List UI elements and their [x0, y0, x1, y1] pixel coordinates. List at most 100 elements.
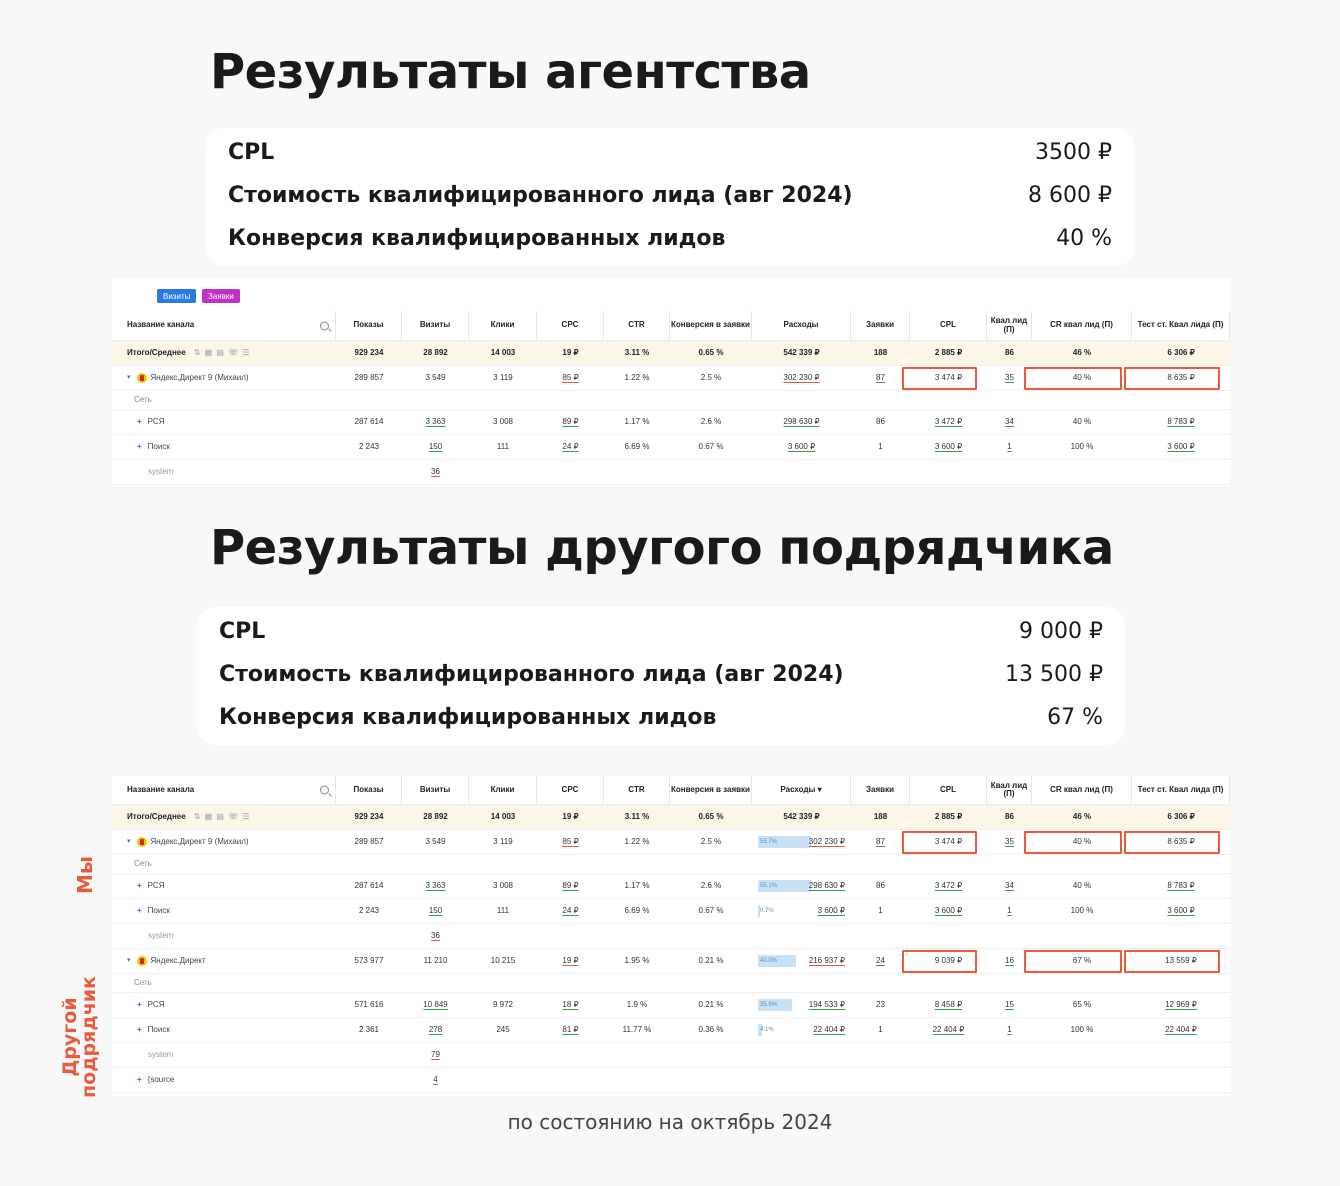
cell-leads — [851, 391, 910, 409]
column-header-impressions[interactable]: Показы — [336, 776, 402, 804]
column-header-cr-qualified[interactable]: CR квал лид (П) — [1032, 311, 1132, 340]
cell-leads — [851, 974, 910, 992]
expand-plus-icon[interactable]: + — [137, 905, 142, 915]
cell-leads: 24 — [851, 949, 910, 973]
column-header-expenses[interactable]: Расходы ▾ — [752, 776, 851, 804]
expand-plus-icon[interactable]: + — [137, 441, 142, 451]
cell-value: 3 600 ₽ — [934, 441, 963, 451]
cell-leads — [851, 1068, 910, 1092]
column-header-qualified-leads[interactable]: Квал лид (П) — [987, 311, 1032, 340]
column-header-clicks[interactable]: Клики — [469, 776, 537, 804]
cell-cpc: 19 ₽ — [537, 805, 604, 829]
metric-value: 40 % — [1056, 226, 1112, 251]
cell-value: 289 857 — [354, 372, 384, 382]
expand-plus-icon[interactable]: + — [137, 880, 142, 890]
column-header-label: CPC — [561, 784, 579, 794]
cell-clicks: 3 119 — [469, 830, 537, 854]
cell-channel-name: + {source — [112, 1068, 336, 1092]
metric-label: Стоимость квалифицированного лида (авг 2… — [228, 183, 853, 208]
table-row[interactable]: ▾ Яндекс.Директ 573 977 11 210 10 215 19 ₽ 1.9… — [112, 949, 1230, 974]
table-row[interactable]: + {source 4 — [112, 1068, 1230, 1093]
chevron-down-icon[interactable]: ▾ — [127, 957, 131, 965]
expand-plus-icon[interactable]: + — [137, 1074, 142, 1084]
column-header-channel-name[interactable]: Название канала — [112, 311, 336, 340]
table-row[interactable]: system 36 — [112, 924, 1230, 949]
cell-value: 22 404 ₽ — [1165, 1024, 1197, 1034]
expand-plus-icon[interactable]: + — [137, 999, 142, 1009]
column-header-conversion[interactable]: Конверсия в заявки — [670, 311, 752, 340]
cell-ctr — [604, 1068, 670, 1092]
table-row[interactable]: + Поиск 2 243 150 111 24 ₽ 6.69 % 0.67 % 3 600 ₽… — [112, 435, 1230, 460]
cell-value: 11.77 % — [622, 1024, 652, 1034]
column-header-qualified-leads[interactable]: Квал лид (П) — [987, 776, 1032, 804]
expand-plus-icon[interactable]: + — [137, 1024, 142, 1034]
table-row[interactable]: ▾ Яндекс.Директ 9 (Михаил) 289 857 3 549 3 1… — [112, 366, 1230, 391]
cell-impressions — [336, 1043, 402, 1067]
column-header-leads[interactable]: Заявки — [851, 311, 910, 340]
column-header-expenses[interactable]: Расходы — [752, 311, 851, 340]
column-header-cr-qualified[interactable]: CR квал лид (П) — [1032, 776, 1132, 804]
cell-clicks: 10 215 — [469, 949, 537, 973]
cell-qualified-lead-cost — [1132, 855, 1230, 873]
cell-leads: 86 — [851, 410, 910, 434]
column-header-visits[interactable]: Визиты — [402, 776, 469, 804]
row-tools-icons[interactable]: ⇅ ▦ ▤ ☏ ☰ — [193, 811, 251, 821]
chevron-down-icon[interactable]: ▾ — [127, 374, 131, 382]
column-header-clicks[interactable]: Клики — [469, 311, 537, 340]
table-row[interactable]: + РСЯ 571 616 10 849 9 972 18 ₽ 1.9 % 0.21 % 35.… — [112, 993, 1230, 1018]
column-header-label: Визиты — [419, 784, 451, 794]
leads-tag-button[interactable]: Заявки — [202, 289, 240, 303]
expand-plus-icon[interactable]: + — [137, 416, 142, 426]
cell-value: 929 234 — [354, 811, 384, 821]
table-row[interactable]: ▾ Яндекс.Директ 9 (Михаил) 289 857 3 549 3 1… — [112, 830, 1230, 855]
table-row[interactable]: system 79 — [112, 1043, 1230, 1068]
cell-value: 22 404 ₽ — [813, 1024, 845, 1034]
column-header-channel-name[interactable]: Название канала — [112, 776, 336, 804]
column-header-qualified-lead-cost[interactable]: Тест ст. Квал лида (П) — [1132, 311, 1230, 340]
column-header-ctr[interactable]: CTR — [604, 311, 670, 340]
total-row[interactable]: Итого/Среднее ⇅ ▦ ▤ ☏ ☰ 929 234 28 892 14 00… — [112, 805, 1230, 830]
cell-visits: 150 — [402, 899, 469, 923]
visits-tag-button[interactable]: Визиты — [157, 289, 197, 303]
search-icon[interactable] — [320, 321, 329, 330]
cell-value: 89 ₽ — [562, 416, 579, 426]
cell-value: 1.17 % — [624, 880, 650, 890]
column-header-qualified-lead-cost[interactable]: Тест ст. Квал лида (П) — [1132, 776, 1230, 804]
column-header-cpl[interactable]: CPL — [910, 311, 987, 340]
cell-channel-name: Сеть — [112, 855, 336, 873]
search-icon[interactable] — [320, 785, 329, 795]
chevron-down-icon[interactable]: ▾ — [127, 838, 131, 846]
agency-metrics-card: CPL 3500 ₽ Стоимость квалифицированного … — [206, 128, 1134, 266]
total-row[interactable]: Итого/Среднее ⇅ ▦ ▤ ☏ ☰ 929 234 28 892 14 00… — [112, 341, 1230, 366]
table-row[interactable]: + РСЯ 287 614 3 363 3 008 89 ₽ 1.17 % 2.6 % 298 … — [112, 410, 1230, 435]
column-header-conversion[interactable]: Конверсия в заявки — [670, 776, 752, 804]
cell-qualified-leads — [987, 460, 1032, 484]
cell-visits: 278 — [402, 1018, 469, 1042]
row-tools-icons[interactable]: ⇅ ▦ ▤ ☏ ☰ — [193, 347, 251, 357]
cell-expenses: 542 339 ₽ — [752, 805, 851, 829]
column-header-ctr[interactable]: CTR — [604, 776, 670, 804]
table-row[interactable]: + Поиск 2 361 278 245 81 ₽ 11.77 % 0.36 % 4.1% 22… — [112, 1018, 1230, 1043]
column-header-cpl[interactable]: CPL — [910, 776, 987, 804]
column-header-visits[interactable]: Визиты — [402, 311, 469, 340]
cell-value: Яндекс.Директ 9 (Михаил) — [150, 836, 249, 846]
cell-impressions: 287 614 — [336, 410, 402, 434]
cell-value: 1 — [878, 441, 883, 451]
column-header-impressions[interactable]: Показы — [336, 311, 402, 340]
cell-value: Яндекс.Директ — [150, 955, 206, 965]
cell-value: system — [148, 466, 174, 476]
column-header-cpc[interactable]: CPC — [537, 776, 604, 804]
cell-impressions: 571 616 — [336, 993, 402, 1017]
table-row[interactable]: system 36 — [112, 460, 1230, 485]
cell-conversion: 0.21 % — [670, 993, 752, 1017]
highlight-box — [902, 950, 977, 973]
column-header-leads[interactable]: Заявки — [851, 776, 910, 804]
table-row[interactable]: + Поиск 2 243 150 111 24 ₽ 6.69 % 0.67 % 0.7% 3 6… — [112, 899, 1230, 924]
cell-impressions — [336, 391, 402, 409]
cell-qualified-leads: 34 — [987, 874, 1032, 898]
cell-value: 100 % — [1070, 441, 1094, 451]
cell-conversion — [670, 924, 752, 948]
table-row[interactable]: + РСЯ 287 614 3 363 3 008 89 ₽ 1.17 % 2.6 % 55.1… — [112, 874, 1230, 899]
cell-value: 46 % — [1072, 811, 1092, 821]
column-header-cpc[interactable]: CPC — [537, 311, 604, 340]
